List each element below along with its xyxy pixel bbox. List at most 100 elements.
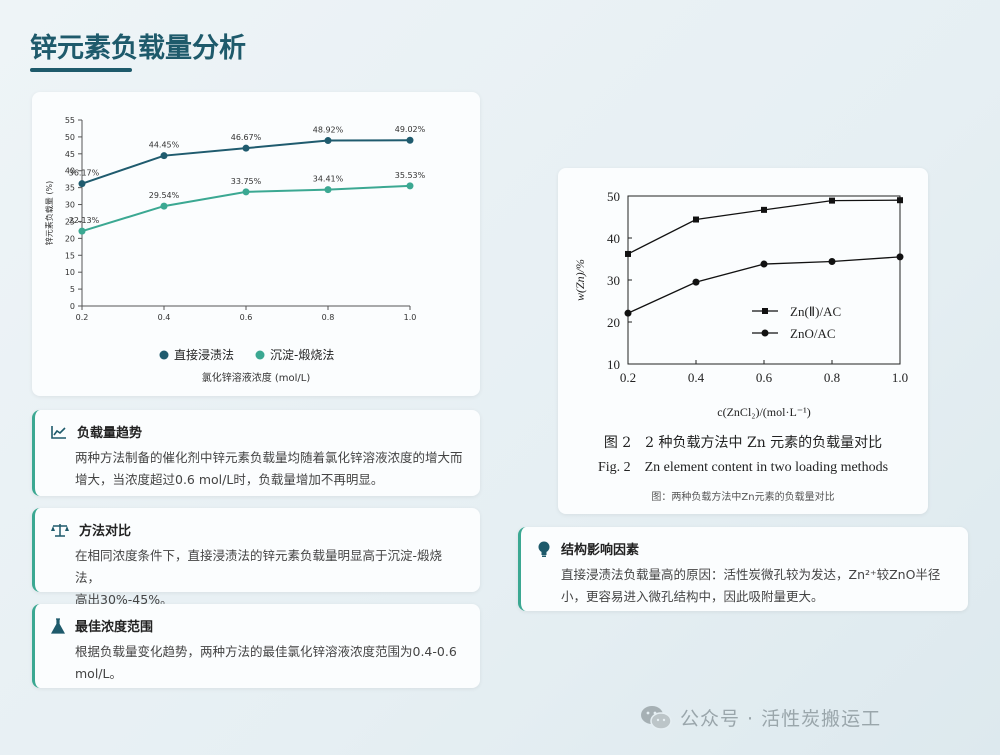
best-range-line: mol/L。 xyxy=(75,666,122,681)
method-line: 高出30%-45%。 xyxy=(75,592,173,607)
data-point xyxy=(624,309,632,317)
y-tick-label: 20 xyxy=(607,315,620,330)
y-tick-label: 45 xyxy=(65,150,75,159)
data-label: 46.67% xyxy=(231,133,262,142)
data-point xyxy=(242,188,250,196)
trend-line: 增大，当浓度超过0.6 mol/L时，负载量增加不再明显。 xyxy=(75,472,384,487)
x-tick-label: 1.0 xyxy=(404,313,417,322)
figure-card: 10 20 30 40 50 0.2 0.4 0.6 0.8 1.0 w(Zn)/% c(ZnCl₂)… xyxy=(558,168,928,514)
balance-scale-icon xyxy=(51,523,69,537)
data-point xyxy=(829,197,835,204)
legend-marker xyxy=(255,350,265,360)
chart-card: 0 5 10 15 20 25 30 35 40 45 50 55 0.2 0.4 0.6 0.8 1.0 锌元素… xyxy=(32,92,480,396)
legend-label: Zn(Ⅱ)/AC xyxy=(790,304,841,319)
data-point xyxy=(406,136,414,144)
y-tick-label: 0 xyxy=(70,302,75,311)
x-axis-label: 氯化锌溶液浓度 (mol/L) xyxy=(202,371,311,384)
figure-caption-cn: 图 2 2 种负载方法中 Zn 元素的负载量对比 xyxy=(603,435,883,451)
structure-text: 直接浸渍法负载量高的原因：活性炭微孔较为发达，Zn²⁺较ZnO半径 小，更容易进… xyxy=(537,564,952,608)
data-point xyxy=(692,278,700,286)
data-point xyxy=(761,206,767,213)
data-point xyxy=(406,182,414,190)
y-tick-label: 50 xyxy=(607,189,620,204)
x-tick-label: 1.0 xyxy=(892,370,908,385)
data-point xyxy=(760,260,768,268)
data-point xyxy=(693,216,699,223)
method-card: 方法对比 在相同浓度条件下，直接浸渍法的锌元素负载量明显高于沉淀-煅烧法， 高出… xyxy=(32,508,480,607)
data-point xyxy=(160,202,168,210)
y-tick-label: 30 xyxy=(65,201,75,210)
figure-caption-en: Fig. 2 Zn element content in two loading… xyxy=(597,460,889,475)
data-label: 34.41% xyxy=(313,175,344,184)
data-label: 33.75% xyxy=(231,177,262,186)
data-label: 49.02% xyxy=(395,125,426,134)
trend-line: 两种方法制备的催化剂中锌元素负载量均随着氯化锌溶液浓度的增大而 xyxy=(75,450,463,465)
data-label: 48.92% xyxy=(313,126,344,135)
y-tick-label: 10 xyxy=(65,268,75,277)
x-tick-label: 0.6 xyxy=(240,313,253,322)
method-title: 方法对比 xyxy=(79,524,132,539)
best-range-title: 最佳浓度范围 xyxy=(75,620,154,635)
y-axis-label: w(Zn)/% xyxy=(573,259,587,301)
y-tick-label: 25 xyxy=(65,217,75,226)
y-tick-label: 30 xyxy=(607,273,620,288)
trend-title: 负载量趋势 xyxy=(77,426,143,441)
x-axis-label: c(ZnCl₂)/(mol·L⁻¹) xyxy=(717,405,810,419)
legend-label: ZnO/AC xyxy=(790,326,836,341)
watermark: 公众号 · 活性炭搬运工 xyxy=(640,704,881,731)
data-point xyxy=(324,137,332,145)
flask-icon xyxy=(51,617,65,634)
data-point xyxy=(78,227,86,235)
zinc-loading-chart: 0 5 10 15 20 25 30 35 40 45 50 55 0.2 0.4 0.6 0.8 1.0 锌元素… xyxy=(44,116,426,384)
figure-note: 图：两种负载方法中Zn元素的负载量对比 xyxy=(651,492,835,503)
x-tick-label: 0.8 xyxy=(824,370,840,385)
data-point xyxy=(625,250,631,257)
y-tick-label: 15 xyxy=(65,251,75,260)
legend-marker xyxy=(159,350,169,360)
x-tick-label: 0.6 xyxy=(756,370,773,385)
y-tick-label: 10 xyxy=(607,357,620,372)
best-range-card: 最佳浓度范围 根据负载量变化趋势，两种方法的最佳氯化锌溶液浓度范围为0.4-0.… xyxy=(32,604,480,688)
structure-title: 结构影响因素 xyxy=(561,543,640,558)
y-tick-label: 40 xyxy=(65,167,75,176)
x-tick-label: 0.4 xyxy=(688,370,705,385)
legend-marker xyxy=(761,329,769,337)
structure-line: 直接浸渍法负载量高的原因：活性炭微孔较为发达，Zn²⁺较ZnO半径 xyxy=(561,567,941,582)
data-point xyxy=(78,180,86,188)
lightbulb-icon xyxy=(538,541,550,557)
y-tick-label: 50 xyxy=(65,133,75,142)
y-tick-label: 20 xyxy=(65,234,75,243)
wechat-icon xyxy=(641,705,672,730)
line-chart-icon xyxy=(51,425,66,439)
x-tick-label: 0.4 xyxy=(158,313,171,322)
y-tick-label: 55 xyxy=(65,116,75,125)
x-tick-label: 0.8 xyxy=(322,313,335,322)
x-tick-label: 0.2 xyxy=(620,370,636,385)
data-point xyxy=(896,253,904,261)
data-label: 29.54% xyxy=(149,191,180,200)
method-line: 在相同浓度条件下，直接浸渍法的锌元素负载量明显高于沉淀-煅烧法， xyxy=(75,548,443,585)
data-label: 35.53% xyxy=(395,171,426,180)
data-label: 44.45% xyxy=(149,141,180,150)
data-label: 36.17% xyxy=(69,169,100,178)
trend-text: 两种方法制备的催化剂中锌元素负载量均随着氯化锌溶液浓度的增大而 增大，当浓度超过… xyxy=(51,447,464,491)
title-underline xyxy=(30,68,132,72)
legend-label: 沉淀-煅烧法 xyxy=(270,347,334,362)
x-tick-label: 0.2 xyxy=(76,313,89,322)
data-point xyxy=(324,186,332,194)
legend-marker xyxy=(762,308,768,314)
best-range-text: 根据负载量变化趋势，两种方法的最佳氯化锌溶液浓度范围为0.4-0.6 mol/L… xyxy=(51,641,464,685)
page-title: 锌元素负载量分析 xyxy=(30,33,246,64)
structure-card: 结构影响因素 直接浸渍法负载量高的原因：活性炭微孔较为发达，Zn²⁺较ZnO半径… xyxy=(518,527,968,611)
data-label: 22.13% xyxy=(69,216,100,225)
watermark-text: 公众号 · 活性炭搬运工 xyxy=(680,708,882,730)
y-axis-label: 锌元素负载量 (%) xyxy=(44,181,54,245)
figure-chart: 10 20 30 40 50 0.2 0.4 0.6 0.8 1.0 w(Zn)/% c(ZnCl₂)… xyxy=(573,189,908,419)
legend-label: 直接浸渍法 xyxy=(174,347,234,362)
data-point xyxy=(242,144,250,152)
trend-card: 负载量趋势 两种方法制备的催化剂中锌元素负载量均随着氯化锌溶液浓度的增大而 增大… xyxy=(32,410,480,496)
y-tick-label: 40 xyxy=(607,231,620,246)
method-text: 在相同浓度条件下，直接浸渍法的锌元素负载量明显高于沉淀-煅烧法， 高出30%-4… xyxy=(51,545,464,611)
y-tick-label: 5 xyxy=(70,285,75,294)
y-tick-label: 35 xyxy=(65,184,75,193)
